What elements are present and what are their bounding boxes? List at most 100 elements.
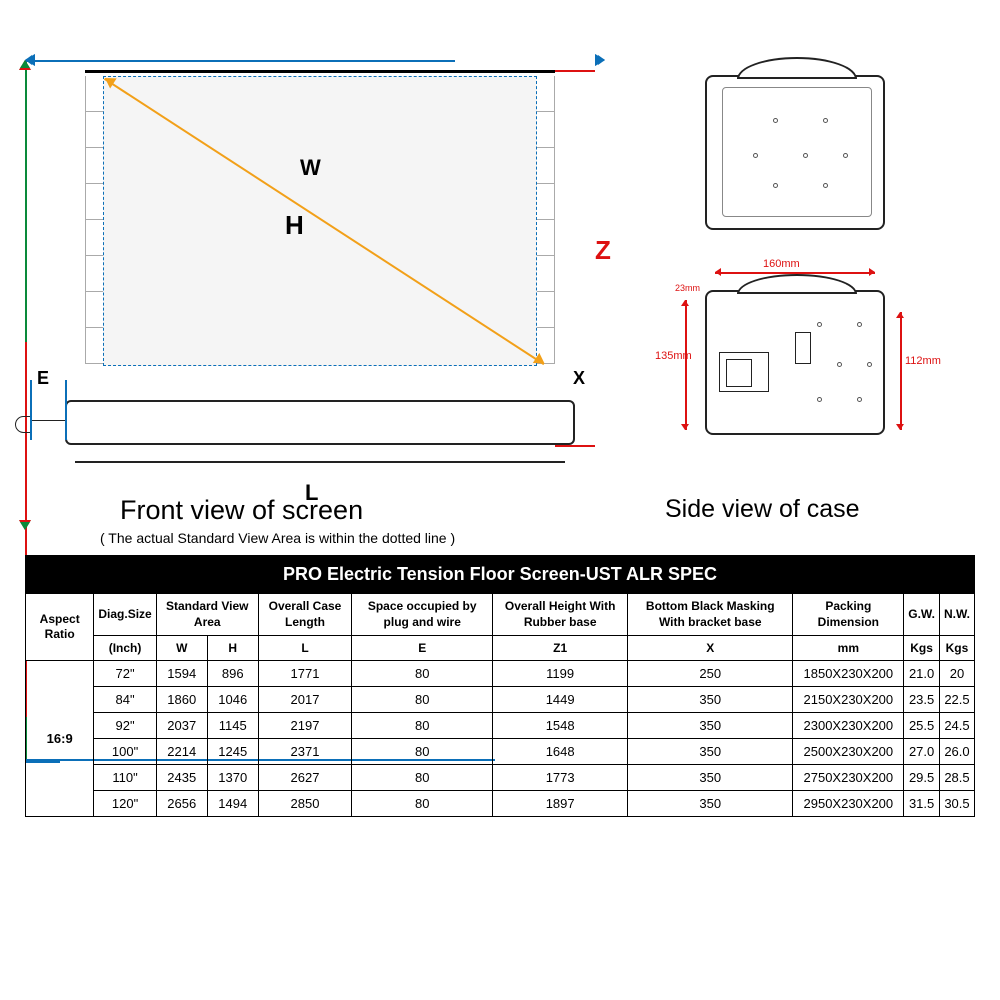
- cell-h: 1046: [207, 687, 258, 713]
- cell-x: 350: [628, 791, 793, 817]
- cell-x: 350: [628, 713, 793, 739]
- side-dim-160: 160mm: [763, 258, 800, 270]
- hdr-space: Space occupied by plug and wire: [352, 594, 493, 636]
- cell-x: 350: [628, 765, 793, 791]
- hdr-masking: Bottom Black Masking With bracket base: [628, 594, 793, 636]
- unit-x: X: [628, 636, 793, 661]
- table-row: 110"2435137026278017733502750X230X20029.…: [26, 765, 975, 791]
- label-z: Z: [595, 235, 611, 266]
- cell-l: 2627: [258, 765, 351, 791]
- cell-nw: 22.5: [939, 687, 974, 713]
- table-title: PRO Electric Tension Floor Screen-UST AL…: [26, 556, 975, 594]
- cell-gw: 23.5: [904, 687, 940, 713]
- front-view-title: Front view of screen: [120, 495, 363, 526]
- cell-nw: 26.0: [939, 739, 974, 765]
- label-e: E: [37, 368, 49, 389]
- table-row: 92"2037114521978015483502300X230X20025.5…: [26, 713, 975, 739]
- cell-h: 1494: [207, 791, 258, 817]
- cell-z1: 1648: [493, 739, 628, 765]
- cell-h: 1370: [207, 765, 258, 791]
- cell-z1: 1449: [493, 687, 628, 713]
- hdr-height: Overall Height With Rubber base: [493, 594, 628, 636]
- label-w: W: [300, 155, 321, 181]
- unit-kgs1: Kgs: [904, 636, 940, 661]
- cell-h: 896: [207, 661, 258, 687]
- hdr-nw: N.W.: [939, 594, 974, 636]
- cell-pack: 2150X230X200: [793, 687, 904, 713]
- unit-mm: mm: [793, 636, 904, 661]
- cell-l: 2371: [258, 739, 351, 765]
- hdr-case-len: Overall Case Length: [258, 594, 351, 636]
- cell-h: 1145: [207, 713, 258, 739]
- cell-z1: 1897: [493, 791, 628, 817]
- cell-z1: 1773: [493, 765, 628, 791]
- unit-inch: (Inch): [94, 636, 156, 661]
- cell-w: 2656: [156, 791, 207, 817]
- cell-diag: 92": [94, 713, 156, 739]
- cell-x: 250: [628, 661, 793, 687]
- cell-gw: 31.5: [904, 791, 940, 817]
- table-row: 100"2214124523718016483502500X230X20027.…: [26, 739, 975, 765]
- cell-nw: 28.5: [939, 765, 974, 791]
- unit-w: W: [156, 636, 207, 661]
- cell-diag: 72": [94, 661, 156, 687]
- side-view-title: Side view of case: [665, 495, 860, 524]
- cell-w: 1860: [156, 687, 207, 713]
- cell-diag: 120": [94, 791, 156, 817]
- cell-w: 2435: [156, 765, 207, 791]
- side-dim-135: 135mm: [655, 350, 692, 362]
- cell-diag: 110": [94, 765, 156, 791]
- front-view-subtitle: ( The actual Standard View Area is withi…: [100, 530, 455, 546]
- cell-z1: 1548: [493, 713, 628, 739]
- cell-e: 80: [352, 713, 493, 739]
- hdr-aspect: Aspect Ratio: [26, 594, 94, 661]
- dimension-w-arrow: [25, 60, 455, 62]
- side-dim-23: 23mm: [675, 283, 700, 293]
- cell-gw: 27.0: [904, 739, 940, 765]
- cell-nw: 20: [939, 661, 974, 687]
- hdr-packing: Packing Dimension: [793, 594, 904, 636]
- unit-l: L: [258, 636, 351, 661]
- cell-e: 80: [352, 739, 493, 765]
- cell-pack: 1850X230X200: [793, 661, 904, 687]
- cell-w: 2214: [156, 739, 207, 765]
- cell-diag: 84": [94, 687, 156, 713]
- cell-l: 2017: [258, 687, 351, 713]
- hdr-view-area: Standard View Area: [156, 594, 258, 636]
- cell-e: 80: [352, 687, 493, 713]
- cell-pack: 2750X230X200: [793, 765, 904, 791]
- hdr-diag: Diag.Size: [94, 594, 156, 636]
- aspect-ratio-cell: 16:9: [26, 661, 94, 817]
- table-row: 16:972"159489617718011992501850X230X2002…: [26, 661, 975, 687]
- cell-nw: 24.5: [939, 713, 974, 739]
- spec-table: PRO Electric Tension Floor Screen-UST AL…: [25, 555, 975, 817]
- cell-gw: 21.0: [904, 661, 940, 687]
- unit-e: E: [352, 636, 493, 661]
- cell-e: 80: [352, 791, 493, 817]
- cell-diag: 100": [94, 739, 156, 765]
- cell-gw: 25.5: [904, 713, 940, 739]
- cell-gw: 29.5: [904, 765, 940, 791]
- cell-pack: 2500X230X200: [793, 739, 904, 765]
- hdr-gw: G.W.: [904, 594, 940, 636]
- cell-h: 1245: [207, 739, 258, 765]
- cell-e: 80: [352, 765, 493, 791]
- unit-z1: Z1: [493, 636, 628, 661]
- unit-kgs2: Kgs: [939, 636, 974, 661]
- table-row: 120"2656149428508018973502950X230X20031.…: [26, 791, 975, 817]
- cell-e: 80: [352, 661, 493, 687]
- table-row: 84"1860104620178014493502150X230X20023.5…: [26, 687, 975, 713]
- label-h: H: [285, 210, 304, 241]
- cell-l: 2850: [258, 791, 351, 817]
- cell-l: 2197: [258, 713, 351, 739]
- dimension-h-arrow: [25, 62, 27, 342]
- cell-pack: 2950X230X200: [793, 791, 904, 817]
- cell-pack: 2300X230X200: [793, 713, 904, 739]
- cell-l: 1771: [258, 661, 351, 687]
- cell-x: 350: [628, 739, 793, 765]
- label-x: X: [573, 368, 585, 389]
- side-view-diagram: 160mm 23mm 135mm 112mm Side view of case: [625, 60, 945, 530]
- cell-x: 350: [628, 687, 793, 713]
- cell-z1: 1199: [493, 661, 628, 687]
- cell-w: 2037: [156, 713, 207, 739]
